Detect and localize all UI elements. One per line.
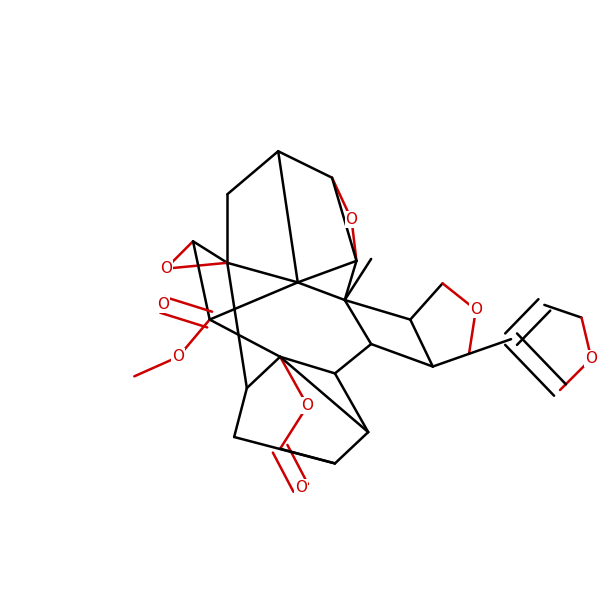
Text: O: O [172, 349, 184, 364]
Text: O: O [470, 302, 482, 317]
Text: O: O [346, 212, 358, 227]
Text: O: O [160, 261, 172, 276]
Text: O: O [302, 398, 314, 413]
Text: O: O [586, 351, 598, 366]
Text: O: O [157, 298, 169, 313]
Text: O: O [295, 481, 307, 496]
